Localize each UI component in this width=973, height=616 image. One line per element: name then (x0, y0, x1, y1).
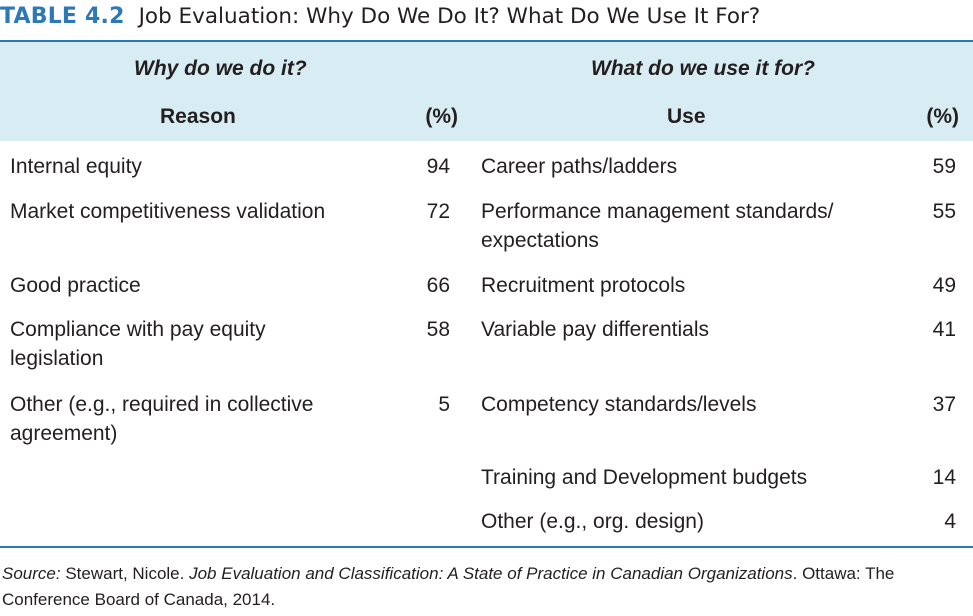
reason-column-header: Reason (160, 105, 236, 128)
use-label: Recruitment protocols (481, 274, 686, 297)
use-pct: 37 (932, 393, 956, 416)
reason-label-line: Compliance with pay equity (10, 318, 266, 341)
use-label: Variable pay differentials (481, 318, 710, 341)
source-publisher: . Ottawa: The Conference Board of Canada… (2, 564, 895, 609)
use-label-line: Performance management standards/ (481, 200, 834, 223)
reason-row: Market competitiveness validation (10, 197, 325, 226)
use-pct: 41 (932, 318, 956, 341)
reason-row: Good practice (10, 271, 141, 300)
table-header-band (0, 42, 973, 141)
table-top-rule (0, 40, 973, 42)
source-label: Source: (2, 564, 61, 583)
use-row: Recruitment protocols (481, 271, 685, 300)
use-row: Competency standards/levels (481, 390, 756, 419)
table-bottom-rule (0, 546, 973, 548)
reason-label-line: agreement) (10, 422, 118, 445)
reason-pct: 5 (438, 393, 450, 416)
reason-pct-column-header: (%) (425, 105, 458, 128)
use-pct: 59 (932, 155, 956, 178)
reason-row: Compliance with pay equity legislation (10, 315, 266, 373)
reason-row: Internal equity (10, 152, 142, 181)
reason-pct: 94 (426, 155, 450, 178)
use-row: Performance management standards/ expect… (481, 197, 834, 255)
use-row: Variable pay differentials (481, 315, 709, 344)
use-label: Training and Development budgets (481, 466, 808, 489)
use-row: Other (e.g., org. design) (481, 507, 704, 536)
reason-label: Market competitiveness validation (10, 200, 326, 223)
source-note: Source: Stewart, Nicole. Job Evaluation … (2, 561, 970, 613)
reason-pct: 58 (426, 318, 450, 341)
use-pct: 14 (932, 466, 956, 489)
use-pct: 4 (944, 510, 956, 533)
left-group-heading: Why do we do it? (134, 57, 307, 80)
table-label: TABLE 4.2 (0, 4, 125, 29)
reason-label-line: legislation (10, 347, 104, 370)
reason-label: Internal equity (10, 155, 142, 178)
table-caption: TABLE 4.2 Job Evaluation: Why Do We Do It… (0, 4, 760, 32)
use-pct: 49 (932, 274, 956, 297)
reason-row: Other (e.g., required in collective agre… (10, 390, 313, 448)
right-group-heading: What do we use it for? (591, 57, 815, 80)
use-row: Training and Development budgets (481, 463, 807, 492)
use-label: Competency standards/levels (481, 393, 757, 416)
use-column-header: Use (667, 105, 706, 128)
reason-label-line: Other (e.g., required in collective (10, 393, 314, 416)
source-title: Job Evaluation and Classification: A Sta… (189, 564, 793, 583)
reason-label: Good practice (10, 274, 141, 297)
source-author: Stewart, Nicole. (60, 564, 190, 583)
use-label: Other (e.g., org. design) (481, 510, 704, 533)
use-pct-column-header: (%) (926, 105, 959, 128)
use-pct: 55 (932, 200, 956, 223)
table-title: Job Evaluation: Why Do We Do It? What Do… (138, 4, 761, 29)
use-label: Career paths/ladders (481, 155, 678, 178)
reason-pct: 72 (426, 200, 450, 223)
reason-pct: 66 (426, 274, 450, 297)
use-label-line: expectations (481, 229, 599, 252)
use-row: Career paths/ladders (481, 152, 677, 181)
